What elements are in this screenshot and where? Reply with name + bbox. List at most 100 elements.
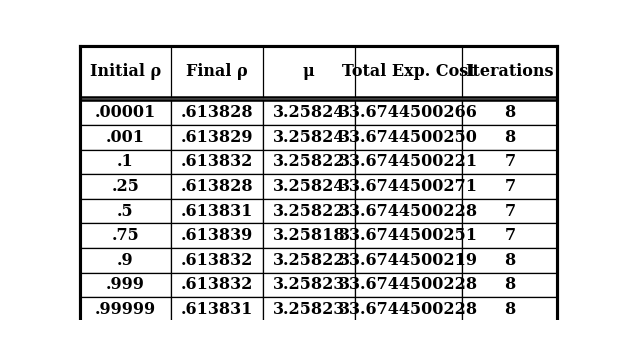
Text: Initial ρ: Initial ρ xyxy=(90,63,161,80)
Text: .613829: .613829 xyxy=(180,129,253,146)
Text: .9: .9 xyxy=(117,252,134,269)
Bar xyxy=(80,149,170,174)
Bar xyxy=(170,223,262,248)
Bar xyxy=(170,297,262,322)
Text: .613828: .613828 xyxy=(180,178,253,195)
Bar xyxy=(355,149,462,174)
Bar xyxy=(262,199,355,223)
Bar xyxy=(462,199,557,223)
Text: 8: 8 xyxy=(504,104,516,121)
Text: 3.25822: 3.25822 xyxy=(272,202,345,219)
Text: 33.6744500251: 33.6744500251 xyxy=(339,227,478,244)
Text: 33.6744500221: 33.6744500221 xyxy=(339,153,478,170)
Text: .613832: .613832 xyxy=(180,276,253,293)
Bar xyxy=(462,174,557,199)
Text: 3.25824: 3.25824 xyxy=(272,178,345,195)
Bar xyxy=(462,248,557,272)
Bar xyxy=(355,46,462,97)
Text: 8: 8 xyxy=(504,301,516,318)
Bar xyxy=(262,149,355,174)
Text: .613831: .613831 xyxy=(180,202,253,219)
Bar xyxy=(80,100,170,125)
Bar xyxy=(170,199,262,223)
Bar xyxy=(170,149,262,174)
Text: 33.6744500228: 33.6744500228 xyxy=(339,301,478,318)
Text: 33.6744500266: 33.6744500266 xyxy=(339,104,478,121)
Text: 3.25822: 3.25822 xyxy=(272,252,345,269)
Bar xyxy=(262,272,355,297)
Text: 33.6744500219: 33.6744500219 xyxy=(339,252,478,269)
Bar xyxy=(262,248,355,272)
Text: .25: .25 xyxy=(111,178,139,195)
Text: Total Exp. Cost: Total Exp. Cost xyxy=(341,63,475,80)
Bar xyxy=(80,125,170,149)
Bar xyxy=(170,174,262,199)
Bar xyxy=(462,297,557,322)
Text: 7: 7 xyxy=(504,227,516,244)
Text: .00001: .00001 xyxy=(95,104,156,121)
Text: 3.25824: 3.25824 xyxy=(272,129,345,146)
Bar xyxy=(355,297,462,322)
Bar xyxy=(262,100,355,125)
Bar xyxy=(80,223,170,248)
Bar xyxy=(170,100,262,125)
Text: Final ρ: Final ρ xyxy=(186,63,248,80)
Bar xyxy=(462,100,557,125)
Bar xyxy=(80,248,170,272)
Text: 3.25822: 3.25822 xyxy=(272,153,345,170)
Bar xyxy=(80,272,170,297)
Text: 3.25824: 3.25824 xyxy=(272,104,345,121)
Bar xyxy=(170,248,262,272)
Text: 8: 8 xyxy=(504,129,516,146)
Bar xyxy=(355,248,462,272)
Bar xyxy=(80,46,170,97)
Bar xyxy=(355,125,462,149)
Bar xyxy=(80,199,170,223)
Text: .1: .1 xyxy=(117,153,134,170)
Bar xyxy=(262,223,355,248)
Text: 7: 7 xyxy=(504,153,516,170)
Bar xyxy=(80,297,170,322)
Text: Iterations: Iterations xyxy=(466,63,554,80)
Text: .613832: .613832 xyxy=(180,252,253,269)
Text: .75: .75 xyxy=(111,227,139,244)
Text: 7: 7 xyxy=(504,202,516,219)
Text: 3.25818: 3.25818 xyxy=(272,227,345,244)
Text: .99999: .99999 xyxy=(95,301,156,318)
Text: 8: 8 xyxy=(504,252,516,269)
Text: 3.25823: 3.25823 xyxy=(272,276,345,293)
Bar xyxy=(170,125,262,149)
Bar xyxy=(355,174,462,199)
Text: 3.25823: 3.25823 xyxy=(272,301,345,318)
Bar xyxy=(462,149,557,174)
Text: μ: μ xyxy=(303,63,315,80)
Text: 33.6744500271: 33.6744500271 xyxy=(339,178,478,195)
Bar xyxy=(355,223,462,248)
Bar xyxy=(170,46,262,97)
Text: 33.6744500228: 33.6744500228 xyxy=(339,202,478,219)
Bar xyxy=(462,46,557,97)
Bar xyxy=(262,46,355,97)
Bar xyxy=(355,199,462,223)
Bar xyxy=(462,272,557,297)
Bar xyxy=(462,223,557,248)
Text: 7: 7 xyxy=(504,178,516,195)
Text: .613839: .613839 xyxy=(180,227,253,244)
Text: 8: 8 xyxy=(504,276,516,293)
Bar xyxy=(170,272,262,297)
Bar xyxy=(462,125,557,149)
Text: .5: .5 xyxy=(117,202,134,219)
Bar xyxy=(262,125,355,149)
Text: 33.6744500250: 33.6744500250 xyxy=(339,129,478,146)
Text: .999: .999 xyxy=(106,276,145,293)
Text: .613831: .613831 xyxy=(180,301,253,318)
Text: .613832: .613832 xyxy=(180,153,253,170)
Bar xyxy=(355,272,462,297)
Bar xyxy=(80,174,170,199)
Text: 33.6744500228: 33.6744500228 xyxy=(339,276,478,293)
Text: .001: .001 xyxy=(106,129,145,146)
Bar xyxy=(262,174,355,199)
Bar xyxy=(262,297,355,322)
Bar xyxy=(355,100,462,125)
Text: .613828: .613828 xyxy=(180,104,253,121)
